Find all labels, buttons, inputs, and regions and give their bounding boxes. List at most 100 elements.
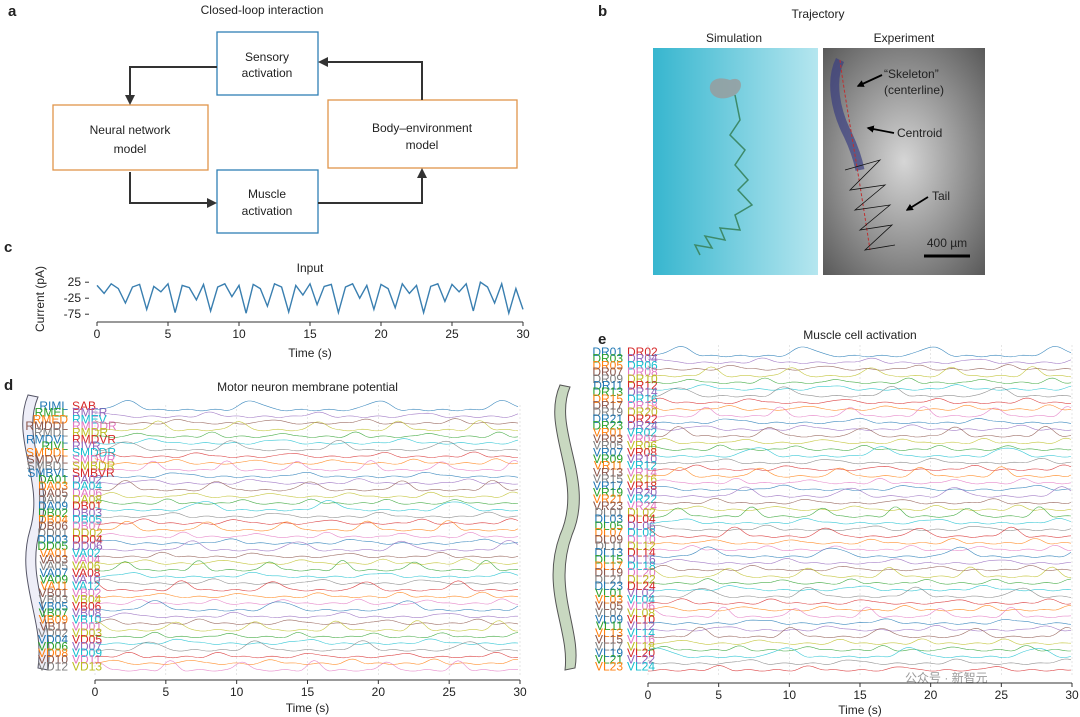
trace xyxy=(647,564,1072,572)
trace-label: DR13 xyxy=(592,385,623,399)
trace-label: DL20 xyxy=(627,566,656,580)
trace-label: DR18 xyxy=(627,399,658,413)
trace-label: DD03 xyxy=(37,533,68,547)
x-tick-label: 30 xyxy=(1065,688,1079,702)
trace xyxy=(94,459,519,472)
x-tick-label: 10 xyxy=(783,688,797,702)
trace-label: RMEL xyxy=(35,406,69,420)
trace-label: VL01 xyxy=(595,586,623,600)
node-label: model xyxy=(114,142,147,156)
trace-label: VA07 xyxy=(40,566,69,580)
trace xyxy=(94,651,519,659)
trace-label: VB09 xyxy=(39,613,69,627)
node-box xyxy=(216,169,319,234)
x-tick-label: 30 xyxy=(513,685,527,699)
trace xyxy=(647,478,1072,485)
trace-label: DA05 xyxy=(38,486,68,500)
trace-label: DL15 xyxy=(594,552,623,566)
trace-label: VL20 xyxy=(627,646,655,660)
x-tick-label: 15 xyxy=(301,685,315,699)
node-label: model xyxy=(406,138,439,152)
trace xyxy=(647,366,1072,378)
x-tick-label: 5 xyxy=(715,688,722,702)
trace-label: DL19 xyxy=(594,566,623,580)
trace xyxy=(647,466,1072,478)
annotation: Centroid xyxy=(897,126,942,140)
trace-label: VB06 xyxy=(72,599,102,613)
node-box xyxy=(216,31,319,96)
trace xyxy=(94,518,519,525)
x-tick-label: 20 xyxy=(372,685,386,699)
trace xyxy=(647,446,1072,458)
annotation: (centerline) xyxy=(884,83,944,97)
x-axis-label: Time (s) xyxy=(838,703,882,717)
trace-label: VR21 xyxy=(593,492,623,506)
trace-label: DR07 xyxy=(592,365,623,379)
diagram-a: Closed-loop interaction Sensory activati… xyxy=(52,3,518,234)
worm-diagram xyxy=(552,384,580,671)
x-tick-label: 25 xyxy=(442,685,456,699)
trace-label: VA01 xyxy=(40,546,69,560)
trace xyxy=(94,638,519,645)
trace xyxy=(94,580,519,592)
node-label: Neural network xyxy=(90,123,172,137)
trace-label: VB05 xyxy=(39,599,69,613)
trace xyxy=(94,438,519,445)
trace xyxy=(647,504,1072,511)
node-label: activation xyxy=(242,66,293,80)
trace xyxy=(94,540,519,552)
data-line xyxy=(96,281,524,316)
trace-label: DR19 xyxy=(592,405,623,419)
trace-label: VA12 xyxy=(72,579,101,593)
trace xyxy=(647,598,1072,605)
trace xyxy=(647,558,1072,565)
trace xyxy=(94,451,518,458)
trace xyxy=(648,484,1071,491)
arrow xyxy=(318,57,423,100)
node-label: Muscle xyxy=(248,187,286,201)
trace-label: VL03 xyxy=(595,592,623,606)
trace xyxy=(94,658,518,665)
trace xyxy=(647,524,1072,532)
x-tick-label: 25 xyxy=(445,327,459,341)
trace-label: DA07 xyxy=(38,492,68,506)
trace xyxy=(647,386,1072,398)
trace xyxy=(647,638,1072,645)
trace-label: RMDVL xyxy=(26,432,68,446)
x-tick-label: 10 xyxy=(230,685,244,699)
trace xyxy=(95,471,519,478)
trace-label: DL12 xyxy=(627,539,656,553)
trace-label: VB10 xyxy=(72,613,102,627)
trace-label: VA05 xyxy=(40,559,69,573)
x-tick-label: 0 xyxy=(645,688,652,702)
trace-label: VL17 xyxy=(595,639,623,653)
trace xyxy=(647,518,1072,525)
trace-label: VL18 xyxy=(627,639,655,653)
node-label: activation xyxy=(242,204,293,218)
trace-label: DR16 xyxy=(627,392,658,406)
trace-label: VL09 xyxy=(595,613,623,627)
trace xyxy=(647,544,1072,552)
trace xyxy=(94,431,519,438)
trace-label: VR07 xyxy=(593,445,623,459)
trace-label: VA08 xyxy=(72,566,101,580)
trace xyxy=(94,480,519,492)
trace xyxy=(94,618,519,625)
trace-label: VA09 xyxy=(40,573,69,587)
trace-label: DA08 xyxy=(72,492,102,506)
trace xyxy=(647,584,1072,592)
trace-label: VB08 xyxy=(72,606,102,620)
trace-label: VA06 xyxy=(72,559,101,573)
trace xyxy=(647,486,1072,498)
trace xyxy=(647,357,1072,364)
trace-label: VL15 xyxy=(595,633,623,647)
trace-label: RMED xyxy=(33,412,69,426)
trace-label: VD05 xyxy=(72,633,102,647)
trace xyxy=(647,586,1072,598)
trace-label: DA03 xyxy=(38,479,68,493)
trace-label: RIVR xyxy=(72,439,101,453)
trace-label: DR05 xyxy=(592,358,623,372)
trace xyxy=(647,606,1072,618)
trace xyxy=(647,464,1072,471)
trace-label: RIML xyxy=(39,399,68,413)
